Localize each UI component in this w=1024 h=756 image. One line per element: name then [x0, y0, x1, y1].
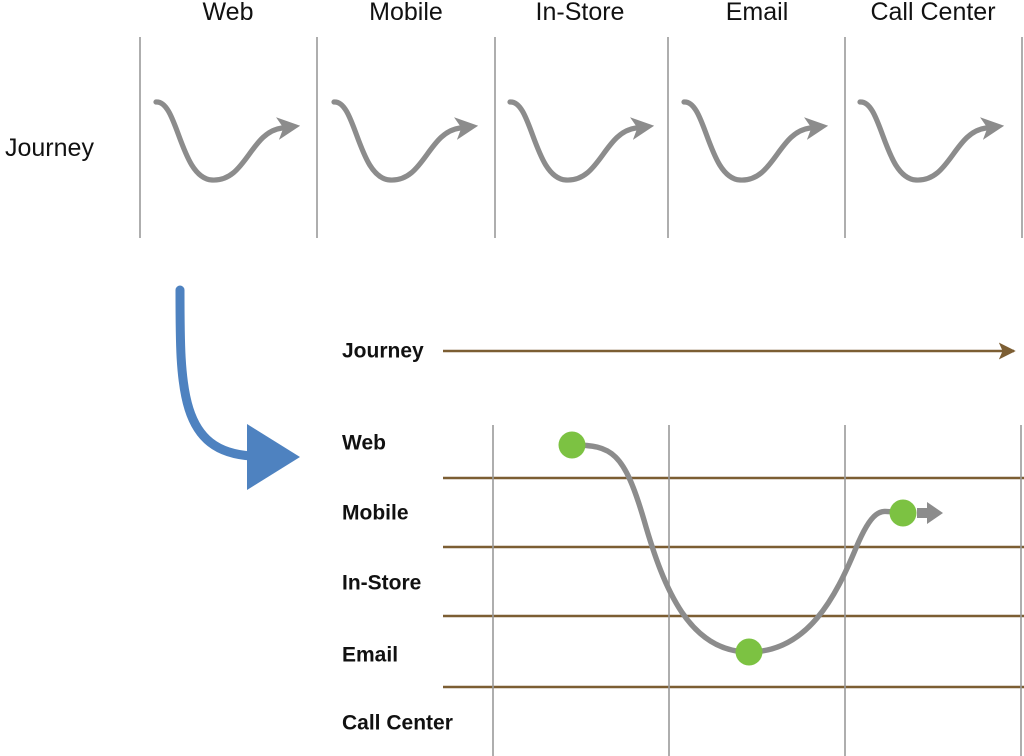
column-header-web: Web — [202, 0, 254, 26]
top-panel-dividers — [139, 37, 1023, 238]
top-panel-row-label: Journey — [5, 134, 94, 162]
journey-path-curve — [569, 442, 906, 655]
curved-down-right-arrow-icon — [175, 285, 300, 490]
chart-row-label-call-center: Call Center — [342, 711, 453, 735]
column-header-mobile: Mobile — [369, 0, 443, 26]
chart-row-separators — [443, 476, 1024, 689]
column-header-call-center: Call Center — [870, 0, 996, 26]
chart-row-label-web: Web — [342, 431, 386, 455]
dip-curve-arrow-icon-instore — [507, 99, 655, 183]
dip-curve-arrow-icon-web — [153, 99, 301, 183]
chart-row-label-email: Email — [342, 643, 399, 667]
journey-node-email — [735, 638, 763, 666]
top-panel-curves — [153, 99, 1005, 183]
chart-row-label-mobile: Mobile — [342, 501, 409, 525]
journey-node-mobile — [889, 499, 917, 527]
right-arrow-icon-path-end — [917, 502, 943, 524]
column-header-in-store: In-Store — [535, 0, 625, 26]
dip-curve-arrow-icon-email — [681, 99, 829, 183]
chart-vertical-gridlines — [492, 425, 1022, 756]
journey-node-web — [558, 431, 586, 459]
dip-curve-arrow-icon-callcenter — [857, 99, 1005, 183]
chart-axis-label-journey: Journey — [342, 339, 424, 363]
column-header-email: Email — [725, 0, 789, 26]
dip-curve-arrow-icon-mobile — [331, 99, 479, 183]
chart-row-label-in-store: In-Store — [342, 571, 422, 595]
journey-nodes — [558, 431, 917, 666]
